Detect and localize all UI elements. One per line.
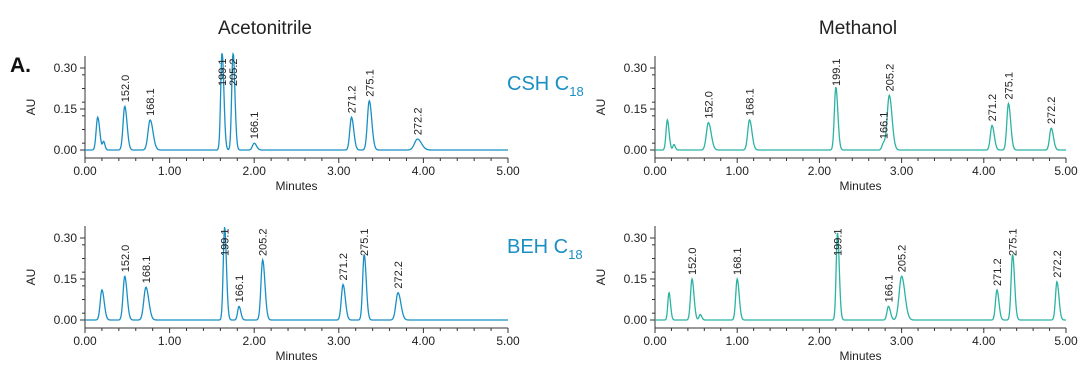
y-axis-title: AU bbox=[594, 269, 608, 286]
chromatogram-ace-beh: 0.00 1.00 2.00 3.00 4.00 5.00 0.00 0.15 0.30 Minu… bbox=[24, 226, 520, 363]
y-axis-title: AU bbox=[24, 269, 38, 286]
x-tick-label: 0.00 bbox=[643, 334, 667, 348]
row-label-csh-sub: 18 bbox=[569, 84, 583, 99]
peak-label: 271.2 bbox=[987, 94, 999, 122]
chromatogram-ace-csh: 0.00 1.00 2.00 3.00 4.00 5.00 0.00 0.15 0.30 Minu… bbox=[24, 52, 520, 193]
peak-label: 199.1 bbox=[831, 58, 843, 86]
peak-label: 272.2 bbox=[393, 261, 405, 289]
peak-label: 166.1 bbox=[249, 112, 261, 140]
row-label-csh-text: CSH C bbox=[507, 73, 569, 95]
peak-label: 275.1 bbox=[1008, 228, 1020, 256]
peak-label: 205.2 bbox=[228, 58, 240, 86]
x-tick-label: 4.00 bbox=[412, 334, 436, 348]
x-tick-label: 2.00 bbox=[808, 164, 832, 178]
x-tick-label: 3.00 bbox=[890, 164, 914, 178]
row-label-beh-text: BEH C bbox=[507, 236, 568, 258]
x-tick-label: 0.00 bbox=[73, 164, 97, 178]
row-label-csh: CSH C18 bbox=[507, 73, 584, 99]
row-label-beh: BEH C18 bbox=[507, 236, 583, 262]
x-tick-label: 2.00 bbox=[243, 164, 267, 178]
chromatogram-meth-beh: 0.00 1.00 2.00 3.00 4.00 5.00 0.00 0.15 0.30 Minu… bbox=[594, 226, 1078, 363]
peak-label: 271.2 bbox=[346, 86, 358, 114]
peak-label: 275.1 bbox=[1003, 72, 1015, 100]
x-tick-label: 4.00 bbox=[972, 334, 996, 348]
peak-label: 271.2 bbox=[992, 258, 1004, 286]
peak-label: 205.2 bbox=[258, 228, 270, 256]
x-tick-label: 1.00 bbox=[726, 334, 750, 348]
peak-label: 271.2 bbox=[338, 253, 350, 281]
y-tick-label: 0.00 bbox=[54, 313, 78, 327]
panel-label: A. bbox=[10, 54, 31, 77]
y-tick-label: 0.30 bbox=[54, 231, 78, 245]
peak-label: 152.0 bbox=[703, 91, 715, 119]
y-tick-label: 0.30 bbox=[624, 231, 648, 245]
plots-group: 0.00 1.00 2.00 3.00 4.00 5.00 0.00 0.15 0.30 Minu… bbox=[24, 52, 1078, 363]
x-tick-label: 1.00 bbox=[726, 164, 750, 178]
x-tick-label: 3.00 bbox=[327, 334, 351, 348]
peak-label: 272.2 bbox=[1046, 97, 1058, 125]
y-tick-label: 0.30 bbox=[54, 61, 78, 75]
column-title-methanol: Methanol bbox=[819, 18, 897, 39]
peak-label: 168.1 bbox=[732, 247, 744, 275]
peak-label: 168.1 bbox=[141, 256, 153, 284]
y-tick-label: 0.15 bbox=[54, 102, 78, 116]
x-axis-title: Minutes bbox=[839, 349, 881, 363]
x-axis-title: Minutes bbox=[275, 349, 317, 363]
row-label-beh-sub: 18 bbox=[568, 247, 582, 262]
peak-label: 205.2 bbox=[897, 245, 909, 273]
y-tick-label: 0.15 bbox=[54, 272, 78, 286]
x-tick-label: 0.00 bbox=[643, 164, 667, 178]
y-tick-label: 0.15 bbox=[624, 272, 648, 286]
x-axis-title: Minutes bbox=[275, 179, 317, 193]
peak-label: 205.2 bbox=[884, 64, 896, 92]
y-tick-label: 0.00 bbox=[624, 143, 648, 157]
x-tick-label: 2.00 bbox=[808, 334, 832, 348]
x-tick-label: 5.00 bbox=[496, 164, 520, 178]
peak-label: 152.0 bbox=[687, 247, 699, 275]
trace-line bbox=[85, 52, 508, 151]
peak-label: 272.2 bbox=[412, 108, 424, 136]
x-tick-label: 5.00 bbox=[496, 334, 520, 348]
y-tick-label: 0.30 bbox=[624, 61, 648, 75]
x-tick-label: 1.00 bbox=[158, 164, 182, 178]
y-tick-label: 0.00 bbox=[624, 313, 648, 327]
y-tick-label: 0.15 bbox=[624, 102, 648, 116]
peak-label: 199.1 bbox=[832, 228, 844, 256]
x-tick-label: 2.00 bbox=[243, 334, 267, 348]
peak-label: 166.1 bbox=[883, 275, 895, 303]
y-axis-title: AU bbox=[594, 99, 608, 116]
y-tick-label: 0.00 bbox=[54, 143, 78, 157]
column-title-acetonitrile: Acetonitrile bbox=[218, 18, 312, 39]
peak-label: 275.1 bbox=[359, 228, 371, 256]
trace-line bbox=[655, 86, 1066, 151]
peak-label: 168.1 bbox=[145, 88, 157, 116]
y-axis-title: AU bbox=[24, 99, 38, 116]
peak-label: 168.1 bbox=[745, 88, 757, 116]
peak-label: 272.2 bbox=[1052, 250, 1064, 278]
trace-line bbox=[655, 232, 1066, 321]
peak-label: 166.1 bbox=[879, 112, 891, 140]
x-tick-label: 3.00 bbox=[327, 164, 351, 178]
peak-label: 152.0 bbox=[120, 75, 132, 103]
x-tick-label: 5.00 bbox=[1054, 334, 1078, 348]
x-axis-title: Minutes bbox=[839, 179, 881, 193]
chromatogram-meth-csh: 0.00 1.00 2.00 3.00 4.00 5.00 0.00 0.15 0.30 Minu… bbox=[594, 56, 1078, 193]
peak-label: 152.0 bbox=[120, 245, 132, 273]
x-tick-label: 4.00 bbox=[412, 164, 436, 178]
x-tick-label: 3.00 bbox=[890, 334, 914, 348]
trace-line bbox=[85, 226, 508, 321]
x-tick-label: 1.00 bbox=[158, 334, 182, 348]
x-tick-label: 0.00 bbox=[73, 334, 97, 348]
peak-label: 199.1 bbox=[217, 58, 229, 86]
peak-label: 199.1 bbox=[220, 228, 232, 256]
peak-label: 166.1 bbox=[234, 275, 246, 303]
x-tick-label: 5.00 bbox=[1054, 164, 1078, 178]
peak-label: 275.1 bbox=[364, 69, 376, 97]
x-tick-label: 4.00 bbox=[972, 164, 996, 178]
